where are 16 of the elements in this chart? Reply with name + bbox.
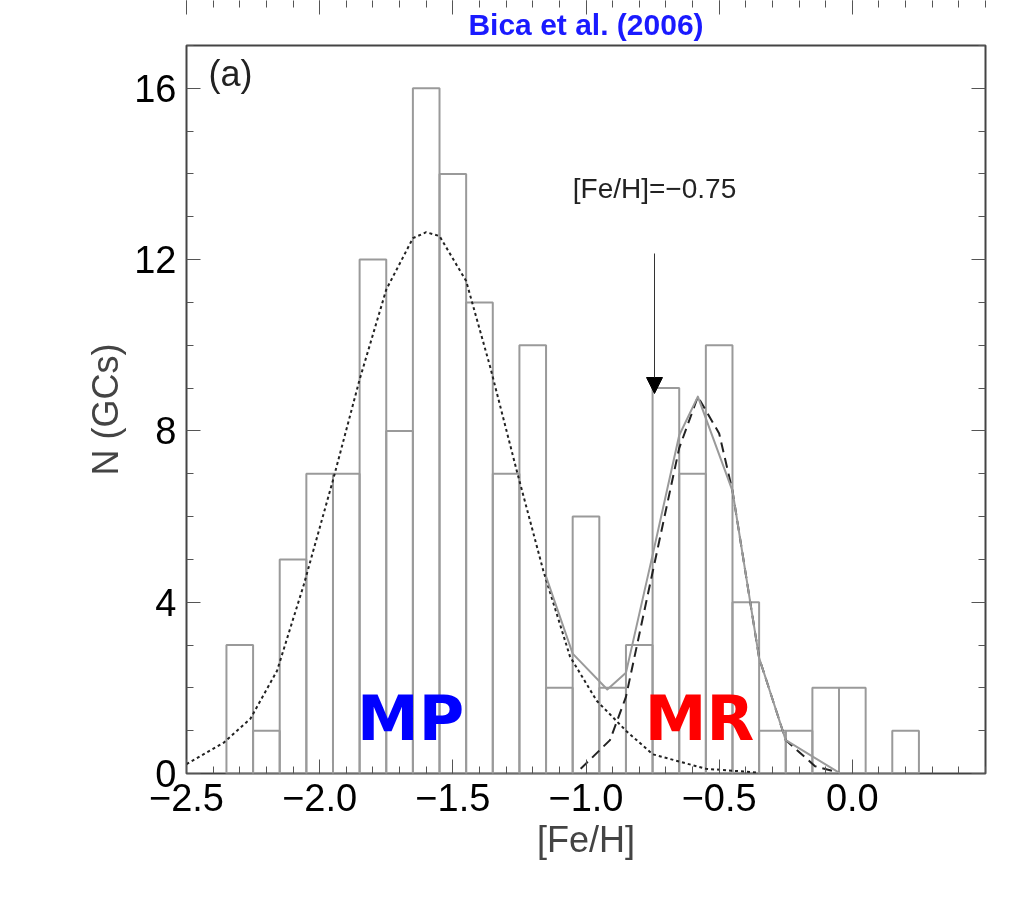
x-tick-label: −0.5 bbox=[681, 776, 757, 819]
annotation: MP bbox=[356, 682, 465, 755]
y-tick-label: 16 bbox=[134, 67, 177, 110]
x-tick-label: −1.5 bbox=[415, 776, 491, 819]
annotation: [Fe/H]=−0.75 bbox=[572, 172, 737, 204]
x-tick-label: 0.0 bbox=[825, 776, 879, 819]
y-tick-label: 12 bbox=[134, 239, 177, 282]
y-tick-label: 8 bbox=[155, 410, 177, 453]
annotation: (a) bbox=[208, 52, 253, 94]
y-tick-label: 4 bbox=[155, 581, 177, 624]
x-axis-title: [Fe/H] bbox=[536, 818, 636, 860]
x-tick-label: −2.0 bbox=[282, 776, 358, 819]
annotation: MR bbox=[644, 682, 755, 755]
y-axis-title: N (GCs) bbox=[85, 343, 127, 476]
chart-title: Bica et al. (2006) bbox=[468, 7, 704, 41]
x-tick-label: −1.0 bbox=[548, 776, 624, 819]
